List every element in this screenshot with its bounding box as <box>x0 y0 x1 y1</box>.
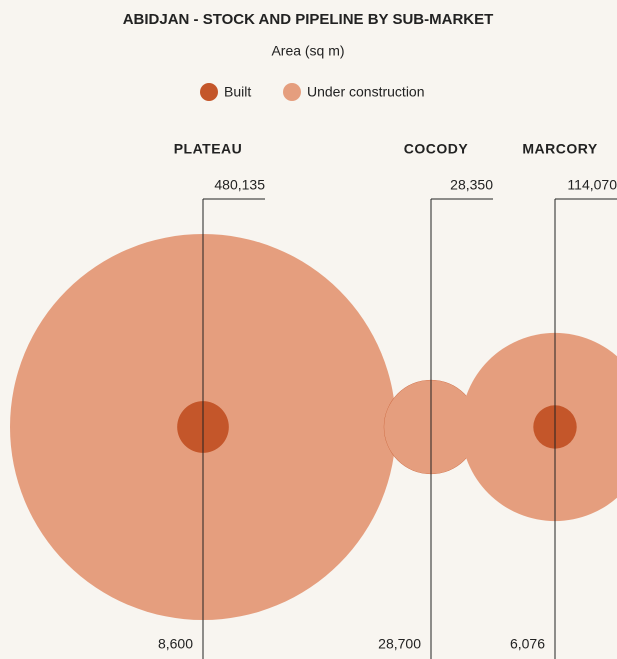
category-label: COCODY <box>404 141 469 157</box>
value-label: 8,600 <box>158 636 193 652</box>
category-label: MARCORY <box>522 141 597 157</box>
value-label: 6,076 <box>510 636 545 652</box>
legend-swatch <box>283 83 301 101</box>
chart-subtitle: Area (sq m) <box>271 43 344 59</box>
category-label: PLATEAU <box>174 141 243 157</box>
legend-label: Built <box>224 84 251 100</box>
legend-label: Under construction <box>307 84 425 100</box>
value-label: 480,135 <box>214 177 265 193</box>
value-label: 28,700 <box>378 636 421 652</box>
chart-title: ABIDJAN - STOCK AND PIPELINE BY SUB-MARK… <box>123 11 494 28</box>
value-label: 114,070 <box>567 177 617 193</box>
legend-swatch <box>200 83 218 101</box>
value-label: 28,350 <box>450 177 493 193</box>
